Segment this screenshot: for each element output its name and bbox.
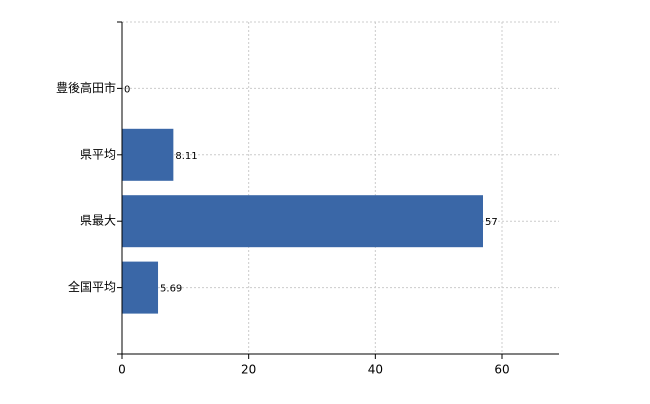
x-tick-label: 60 — [494, 363, 509, 377]
y-tick-label: 県平均 — [80, 147, 116, 161]
y-tick-label: 県最大 — [80, 214, 116, 228]
value-label: 0 — [124, 84, 130, 95]
x-tick-label: 0 — [118, 363, 126, 377]
y-tick-label: 豊後高田市 — [56, 80, 116, 95]
x-tick-label: 20 — [241, 363, 256, 377]
y-tick-label: 全国平均 — [68, 279, 116, 294]
bar — [122, 128, 174, 181]
bar — [122, 261, 159, 314]
value-label: 57 — [485, 217, 498, 228]
x-tick-label: 40 — [368, 363, 383, 377]
value-label: 5.69 — [160, 284, 182, 295]
bar — [122, 195, 483, 248]
value-label: 8.11 — [175, 151, 197, 162]
